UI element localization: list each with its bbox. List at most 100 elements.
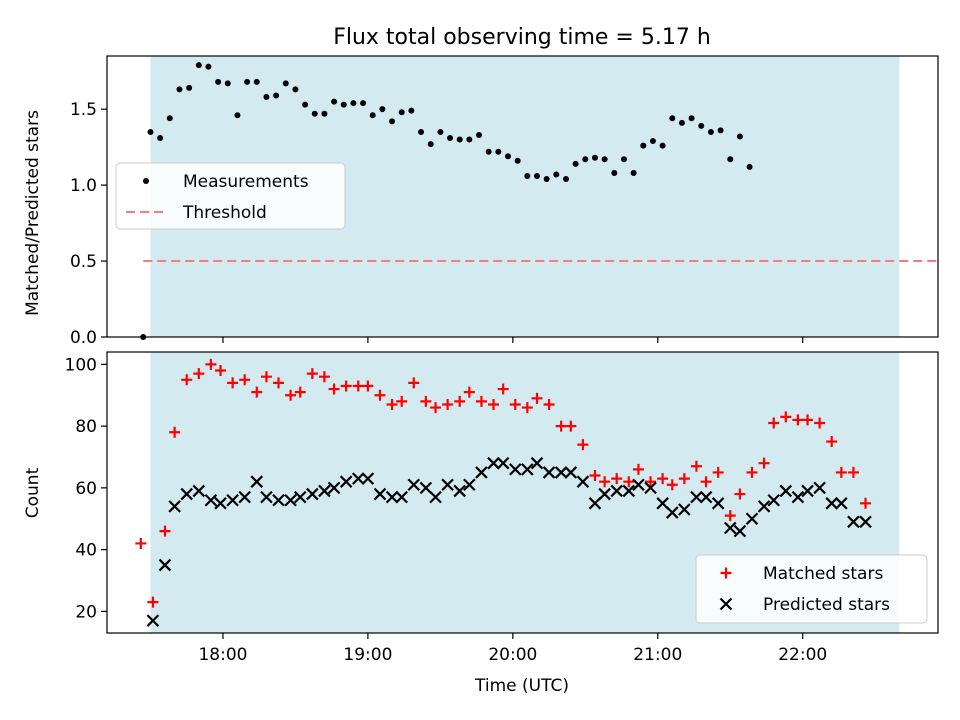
- predicted-star-point: [530, 456, 544, 470]
- predicted-star-point: [441, 478, 454, 492]
- predicted-star-point: [385, 490, 399, 504]
- matched-star-point: [227, 377, 239, 389]
- matched-star-point: [386, 398, 398, 410]
- measurement-point: [466, 136, 473, 143]
- measurement-point: [649, 138, 656, 145]
- y-tick-label: 60: [75, 479, 97, 499]
- predicted-star-point: [373, 487, 387, 501]
- matched-star-point: [475, 395, 487, 407]
- predicted-star-point: [260, 490, 273, 504]
- matched-star-point: [835, 466, 847, 478]
- predicted-star-point: [361, 472, 375, 485]
- matched-star-point: [734, 488, 746, 500]
- predicted-star-point: [542, 466, 556, 479]
- predicted-star-point: [779, 484, 793, 498]
- measurement-point: [543, 176, 550, 183]
- predicted-star-point: [576, 475, 590, 488]
- measurement-point: [591, 154, 598, 161]
- measurement-point: [707, 128, 714, 135]
- predicted-star-point: [351, 472, 365, 485]
- axes-frame: [106, 351, 939, 634]
- measurement-point: [514, 157, 521, 164]
- matched-star-point: [577, 439, 589, 451]
- matched-star-point: [306, 368, 318, 380]
- matched-star-point: [294, 386, 306, 398]
- matched-star-point: [352, 380, 364, 392]
- matched-star-point: [454, 395, 466, 407]
- matched-star-point: [205, 358, 217, 370]
- predicted-star-point: [723, 521, 737, 535]
- predicted-star-point: [508, 463, 522, 476]
- legend-label: Predicted stars: [763, 595, 890, 615]
- legend-label: Threshold: [182, 203, 267, 223]
- x-tick-label: 22:00: [778, 645, 827, 665]
- measurement-point: [495, 148, 502, 155]
- matched-star-point: [847, 466, 859, 478]
- matched-star-point: [374, 389, 386, 401]
- predicted-star-point: [238, 490, 251, 504]
- predicted-star-point: [521, 463, 534, 476]
- predicted-star-point: [226, 493, 239, 507]
- predicted-star-point: [644, 481, 657, 495]
- matched-star-point: [724, 510, 736, 522]
- matched-star-point: [666, 479, 678, 491]
- y-tick-label: 40: [75, 541, 97, 561]
- predicted-star-point: [791, 490, 805, 504]
- predicted-star-point: [554, 466, 568, 479]
- chart-title: Flux total observing time = 5.17 h: [333, 25, 711, 50]
- matched-star-point: [430, 402, 442, 414]
- predicted-star-point: [699, 490, 713, 504]
- matched-star-point: [645, 476, 657, 488]
- predicted-star-point: [678, 503, 691, 516]
- measurement-point: [311, 110, 318, 117]
- predicted-star-point: [339, 475, 353, 488]
- predicted-star-point: [825, 497, 838, 510]
- matched-star-point: [169, 426, 181, 438]
- matched-star-point: [181, 374, 193, 386]
- legend-label: Measurements: [183, 172, 309, 192]
- measurement-point: [350, 100, 357, 107]
- measurement-point: [611, 169, 618, 176]
- y-tick-label: 1.0: [70, 176, 97, 196]
- measurement-point: [273, 92, 280, 99]
- matched-star-point: [712, 466, 724, 478]
- measurement-point: [524, 172, 531, 179]
- y-tick-label: 0.5: [70, 252, 97, 272]
- matched-star-point: [802, 414, 814, 426]
- legend: Matched stars Predicted stars: [695, 554, 928, 624]
- measurement-point: [215, 78, 222, 85]
- predicted-star-point: [306, 487, 319, 501]
- matched-star-point: [521, 402, 533, 414]
- legend: Measurements Threshold: [115, 162, 346, 230]
- measurement-point: [244, 78, 251, 85]
- predicted-star-point: [813, 481, 826, 495]
- matched-star-point: [860, 497, 872, 509]
- measurement-point: [360, 100, 367, 107]
- measurement-point: [176, 86, 183, 93]
- matched-star-point: [328, 383, 340, 395]
- matched-star-point: [193, 368, 205, 380]
- predicted-star-point: [284, 493, 297, 507]
- measurement-point: [601, 156, 608, 163]
- matched-star-point: [509, 398, 521, 410]
- matched-star-point: [251, 386, 263, 398]
- measurement-point: [379, 106, 386, 113]
- measurement-point: [437, 128, 444, 135]
- measurement-point: [321, 110, 328, 117]
- measurement-point: [186, 84, 193, 91]
- predicted-star-point: [801, 484, 814, 498]
- measurement-point: [302, 101, 309, 108]
- measurement-point: [746, 163, 753, 170]
- measurement-point: [717, 127, 724, 134]
- predicted-star-point: [318, 484, 331, 498]
- predicted-star-point: [475, 466, 488, 479]
- predicted-star-point: [272, 493, 285, 507]
- ratio-axis-label: Matched/Predicted stars: [23, 110, 43, 316]
- predicted-star-point: [767, 493, 781, 507]
- measurement-point: [263, 94, 270, 101]
- predicted-star-point: [690, 490, 703, 504]
- predicted-star-point: [192, 484, 206, 498]
- matched-star-point: [135, 537, 147, 549]
- matched-star-point: [599, 476, 611, 488]
- y-tick-label: 20: [75, 602, 97, 622]
